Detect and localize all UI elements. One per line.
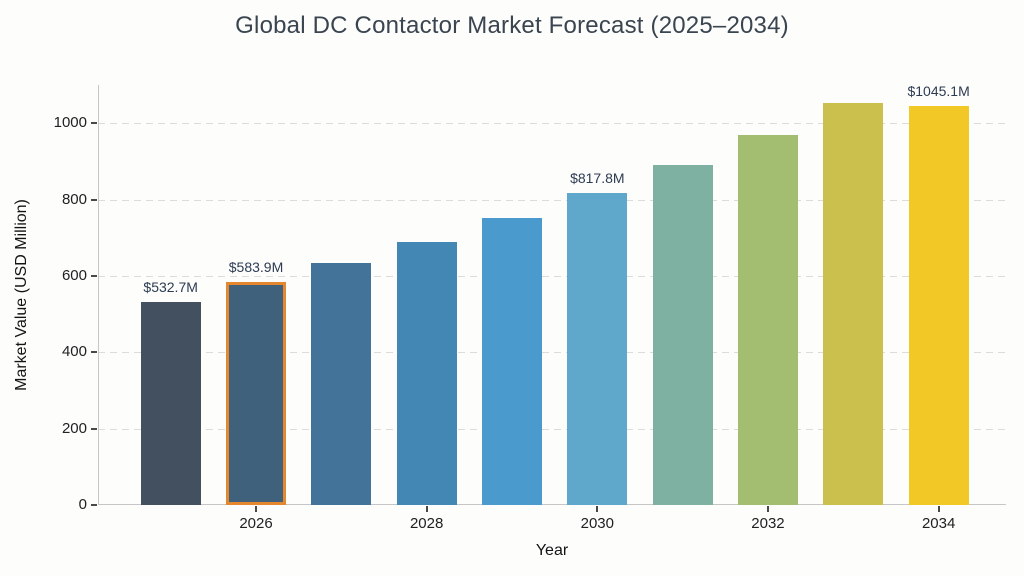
bar-2030 [567, 192, 628, 505]
x-tick-label: 2032 [751, 515, 785, 532]
bar-value-label: $583.9M [228, 259, 284, 276]
plot-area: $532.7M $583.9M $817.8M $1045.1M [98, 82, 1006, 505]
y-tick-label: 400 [61, 343, 87, 361]
x-tick-mark [425, 506, 428, 512]
y-tick-label: 600 [61, 266, 87, 284]
y-axis-spine [98, 85, 99, 505]
bar-2034 [908, 105, 969, 505]
y-tick-mark [91, 351, 97, 354]
bar-value-label: $817.8M [570, 169, 625, 186]
x-axis-spine [98, 504, 1006, 505]
x-tick-label: 2030 [580, 515, 614, 532]
y-tick-label: 800 [61, 190, 87, 208]
bar-2032 [737, 135, 798, 505]
chart-title: Global DC Contactor Market Forecast (202… [235, 12, 789, 39]
bar-2029 [481, 217, 542, 505]
gridline [98, 199, 1006, 201]
bar-value-label: $1045.1M [907, 82, 970, 99]
y-tick-label: 200 [61, 419, 87, 437]
bar-2027 [311, 262, 372, 505]
y-tick-mark [91, 504, 97, 506]
x-tick-label: 2028 [409, 515, 444, 532]
y-tick-mark [91, 274, 97, 277]
y-tick-mark [91, 198, 97, 201]
gridline [98, 123, 1006, 125]
x-axis-title: Year [535, 542, 569, 559]
y-tick-mark [91, 122, 97, 125]
bar-value-label: $532.7M [143, 278, 198, 295]
x-tick-mark [766, 506, 769, 512]
bar-2028 [396, 241, 457, 505]
y-tick-label: 0 [78, 496, 87, 513]
gridline [98, 352, 1006, 354]
bar-2026 [226, 282, 286, 505]
y-tick-mark [91, 427, 97, 430]
x-tick-mark [937, 506, 940, 512]
bar-2025 [140, 301, 201, 505]
y-tick-label: 1000 [53, 114, 87, 132]
x-tick-label: 2026 [239, 515, 273, 532]
y-axis-title: Market Value (USD Million) [13, 199, 30, 391]
x-tick-mark [255, 506, 257, 512]
bar-2031 [652, 164, 713, 505]
gridline [98, 275, 1006, 277]
bar-2033 [823, 102, 884, 505]
gridline [98, 428, 1006, 430]
x-tick-label: 2034 [921, 515, 956, 532]
x-tick-mark [596, 506, 599, 512]
